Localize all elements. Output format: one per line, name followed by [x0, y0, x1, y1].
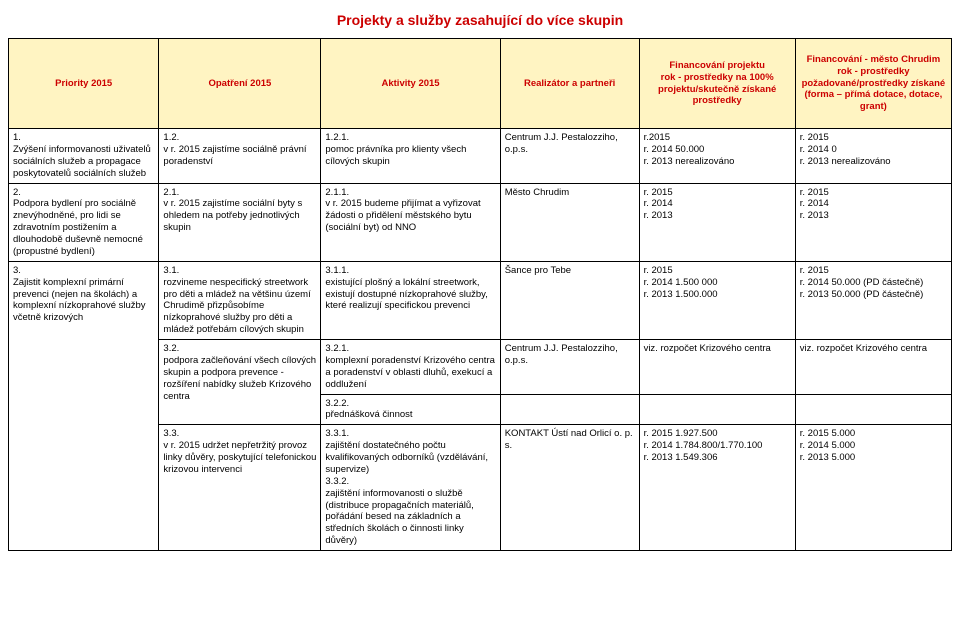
cell-opatreni: 2.1. v r. 2015 zajistíme sociální byty s…: [159, 183, 321, 261]
cell-aktivity: 3.1.1. existující plošný a lokální stree…: [321, 261, 500, 339]
cell-aktivity: 3.2.2. přednášková činnost: [321, 394, 500, 425]
table-row: 1. Zvýšení informovanosti uživatelů soci…: [9, 129, 952, 184]
cell-fin-mesto: viz. rozpočet Krizového centra: [795, 340, 951, 395]
cell-opatreni: 3.2. podpora začleňování všech cílových …: [159, 340, 321, 425]
cell-fin-mesto: [795, 394, 951, 425]
cell-fin-projekt: viz. rozpočet Krizového centra: [639, 340, 795, 395]
cell-opatreni: 1.2. v r. 2015 zajistíme sociálně právní…: [159, 129, 321, 184]
cell-fin-projekt: r.2015 r. 2014 50.000 r. 2013 nerealizov…: [639, 129, 795, 184]
col-priority: Priority 2015: [9, 39, 159, 129]
table-body: 1. Zvýšení informovanosti uživatelů soci…: [9, 129, 952, 551]
cell-realizator: Centrum J.J. Pestalozziho, o.p.s.: [500, 129, 639, 184]
cell-priority: 3. Zajistit komplexní primární prevenci …: [9, 261, 159, 550]
cell-realizator: Centrum J.J. Pestalozziho, o.p.s.: [500, 340, 639, 395]
cell-aktivity: 2.1.1. v r. 2015 budeme přijímat a vyřiz…: [321, 183, 500, 261]
cell-fin-mesto: r. 2015 r. 2014 r. 2013: [795, 183, 951, 261]
col-fin-projekt: Financování projektu rok - prostředky na…: [639, 39, 795, 129]
cell-aktivity: 3.2.1. komplexní poradenství Krizového c…: [321, 340, 500, 395]
cell-opatreni: 3.3. v r. 2015 udržet nepřetržitý provoz…: [159, 425, 321, 551]
cell-fin-projekt: r. 2015 r. 2014 1.500 000 r. 2013 1.500.…: [639, 261, 795, 339]
col-aktivity: Aktivity 2015: [321, 39, 500, 129]
cell-fin-mesto: r. 2015 5.000 r. 2014 5.000 r. 2013 5.00…: [795, 425, 951, 551]
col-opatreni: Opatření 2015: [159, 39, 321, 129]
cell-realizator: Šance pro Tebe: [500, 261, 639, 339]
cell-priority: 1. Zvýšení informovanosti uživatelů soci…: [9, 129, 159, 184]
cell-aktivity: 3.3.1. zajištění dostatečného počtu kval…: [321, 425, 500, 551]
cell-fin-projekt: [639, 394, 795, 425]
cell-opatreni: 3.1. rozvineme nespecifický streetwork p…: [159, 261, 321, 339]
cell-fin-mesto: r. 2015 r. 2014 0 r. 2013 nerealizováno: [795, 129, 951, 184]
main-table: Priority 2015 Opatření 2015 Aktivity 201…: [8, 38, 952, 551]
cell-aktivity: 1.2.1. pomoc právníka pro klienty všech …: [321, 129, 500, 184]
cell-realizator: [500, 394, 639, 425]
col-realizator: Realizátor a partneři: [500, 39, 639, 129]
table-row: 2. Podpora bydlení pro sociálně znevýhod…: [9, 183, 952, 261]
cell-realizator: Město Chrudim: [500, 183, 639, 261]
col-fin-mesto: Financování - město Chrudim rok - prostř…: [795, 39, 951, 129]
cell-fin-projekt: r. 2015 1.927.500 r. 2014 1.784.800/1.77…: [639, 425, 795, 551]
cell-fin-projekt: r. 2015 r. 2014 r. 2013: [639, 183, 795, 261]
table-row: 3. Zajistit komplexní primární prevenci …: [9, 261, 952, 339]
header-row: Priority 2015 Opatření 2015 Aktivity 201…: [9, 39, 952, 129]
cell-priority: 2. Podpora bydlení pro sociálně znevýhod…: [9, 183, 159, 261]
cell-fin-mesto: r. 2015 r. 2014 50.000 (PD částečně) r. …: [795, 261, 951, 339]
page-title: Projekty a služby zasahující do více sku…: [8, 12, 952, 28]
cell-realizator: KONTAKT Ústí nad Orlicí o. p. s.: [500, 425, 639, 551]
